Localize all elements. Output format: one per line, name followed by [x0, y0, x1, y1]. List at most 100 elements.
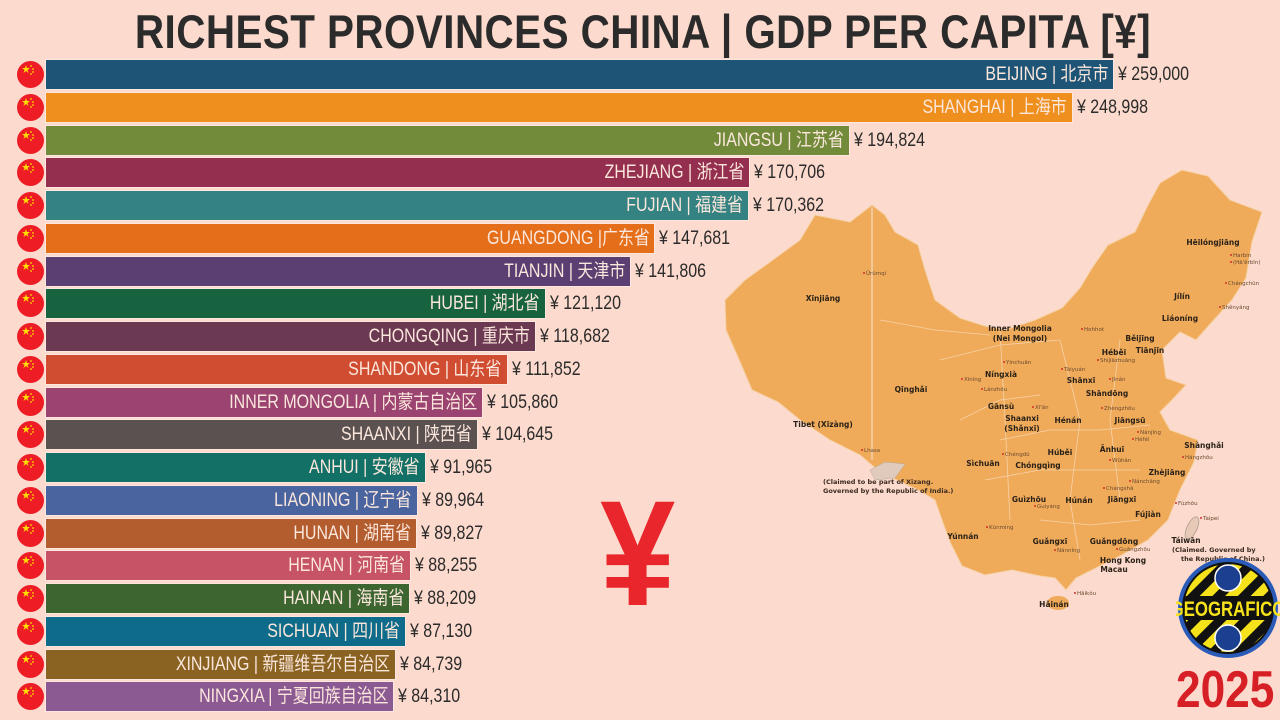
map-label-city: Harbin [1233, 253, 1252, 259]
china-flag-icon [17, 650, 44, 678]
map-label-city: Chángchūn [1228, 280, 1260, 287]
province-border [984, 469, 1140, 481]
province-border [999, 329, 1011, 521]
bar-label: SHANDONG | 山东省 [348, 358, 502, 380]
china-flag-icon [17, 552, 44, 580]
map-note: (Claimed to be part of Xizang. [823, 478, 933, 486]
map-label-city: Hángzhōu [1185, 454, 1213, 461]
bar: HENAN | 河南省 [46, 551, 410, 581]
geografico-logo: GEOGRAFICO [1176, 558, 1280, 658]
city-dot [1109, 459, 1111, 461]
map-label-province: Guǎngdōng [1090, 537, 1139, 546]
city-dot [1230, 261, 1232, 263]
bar: ANHUI | 安徽省 [46, 453, 425, 482]
map-label-city: Lhasa [864, 448, 880, 454]
map-label-province: Fújiàn [1135, 510, 1161, 519]
value-label: ¥ 259,000 [1118, 64, 1190, 85]
bar: NINGXIA | 宁夏回族自治区 [46, 682, 394, 712]
map-label-province: Tiānjīn [1136, 346, 1165, 355]
city-dot [1003, 361, 1005, 363]
bar: BEIJING | 北京市 [46, 60, 1113, 89]
value-label: ¥ 170,362 [752, 195, 824, 216]
china-flag-icon [17, 93, 44, 121]
value-label: ¥ 194,824 [853, 129, 925, 151]
value-label: ¥ 170,706 [754, 162, 826, 184]
map-label-city: Ürümqi [866, 270, 887, 277]
city-dot [1032, 406, 1034, 408]
map-label-city: Chéngdū [1005, 451, 1030, 458]
map-label-province: Qīnghǎi [895, 385, 928, 394]
china-flag-icon [17, 257, 44, 285]
province-border [879, 319, 991, 336]
year-label: 2025 [1176, 661, 1275, 719]
bar: LIAONING | 辽宁省 [46, 485, 417, 515]
value-label: ¥ 141,806 [635, 260, 707, 282]
logo-text: GEOGRAFICO [1176, 598, 1280, 621]
china-flag-icon [17, 421, 44, 449]
map-label-city: Jǐnán [1111, 376, 1126, 383]
map-label-province: Běijīng [1125, 334, 1154, 343]
hainan-island [1047, 596, 1069, 610]
map-note: (Claimed. Governed by [1172, 546, 1256, 554]
bar: GUANGDONG |广东省 [46, 223, 655, 253]
map-label-city: Zhèngzhōu [1104, 405, 1135, 412]
map-label-province: Shānxī [1067, 376, 1096, 385]
bar-label: HENAN | 河南省 [287, 555, 405, 577]
china-flag-icon [17, 617, 44, 645]
city-dot [1054, 549, 1056, 551]
map-label-city: Shěnyáng [1222, 304, 1249, 311]
china-flag-icon [17, 388, 44, 416]
city-dot [1200, 517, 1202, 519]
map-label-province: Hénán [1054, 416, 1081, 425]
province-border [1109, 339, 1121, 501]
value-label: ¥ 118,682 [539, 326, 610, 347]
map-label-province: Zhèjiāng [1149, 468, 1186, 477]
china-flag-icon [17, 486, 44, 514]
map-label-city: Shíjiāzhuāng [1100, 357, 1135, 364]
map-label-province: Chóngqìng [1015, 461, 1060, 470]
value-label: ¥ 84,739 [400, 653, 463, 675]
bar-label: CHONGQING | 重庆市 [368, 326, 530, 347]
bar: HAINAN | 海南省 [46, 584, 410, 613]
bar: FUJIAN | 福建省 [46, 191, 748, 220]
map-label-city: Xīníng [964, 376, 981, 383]
map-label-province: Shaanxi [1005, 414, 1039, 423]
bar-label: HUNAN | 湖南省 [293, 522, 412, 544]
map-label-province: Húnán [1065, 496, 1092, 505]
bar: JIANGSU | 江苏省 [46, 125, 849, 155]
china-flag-icon [17, 126, 44, 154]
map-label-province: Hong Kong [1100, 556, 1146, 565]
map-label-province: Húběi [1048, 448, 1073, 457]
province-border [959, 394, 1041, 421]
china-flag-icon [17, 61, 44, 88]
city-dot [1109, 378, 1111, 380]
value-label: ¥ 88,209 [414, 588, 477, 609]
map-label-province: Tibet (Xīzàng) [793, 420, 853, 429]
map-note: Governed by the Republic of India.) [823, 487, 953, 495]
map-label-province: Inner Mongolia [988, 324, 1052, 333]
value-label: ¥ 104,645 [482, 424, 554, 446]
china-flag-icon [17, 355, 44, 383]
map-label-province: Shāndōng [1086, 389, 1128, 398]
value-label: ¥ 87,130 [409, 620, 473, 642]
city-dot [1081, 328, 1083, 330]
map-label-city: Tàiyuán [1063, 366, 1086, 373]
map-label-province: Shànghǎi [1184, 441, 1223, 450]
bar-label: SICHUAN | 四川省 [267, 620, 400, 642]
map-label-province: Guìzhōu [1012, 495, 1046, 504]
value-label: ¥ 121,120 [549, 293, 621, 315]
province-border [939, 339, 1061, 361]
city-dot [1034, 505, 1036, 507]
province-border [1059, 339, 1081, 561]
map-label-province: Hēilóngjiāng [1186, 238, 1239, 247]
bar-label: HAINAN | 海南省 [283, 588, 405, 609]
map-label-province: Jiāngsū [1114, 416, 1146, 425]
city-dot [1137, 431, 1139, 433]
city-dot [1103, 487, 1105, 489]
bar-label: NINGXIA | 宁夏回族自治区 [198, 686, 389, 708]
map-label-city: Nánjīng [1140, 429, 1161, 436]
bar-label: BEIJING | 北京市 [985, 64, 1108, 85]
province-border [1039, 519, 1141, 526]
map-label-province: Liáoníng [1162, 314, 1198, 323]
china-flag-icon [17, 159, 44, 187]
